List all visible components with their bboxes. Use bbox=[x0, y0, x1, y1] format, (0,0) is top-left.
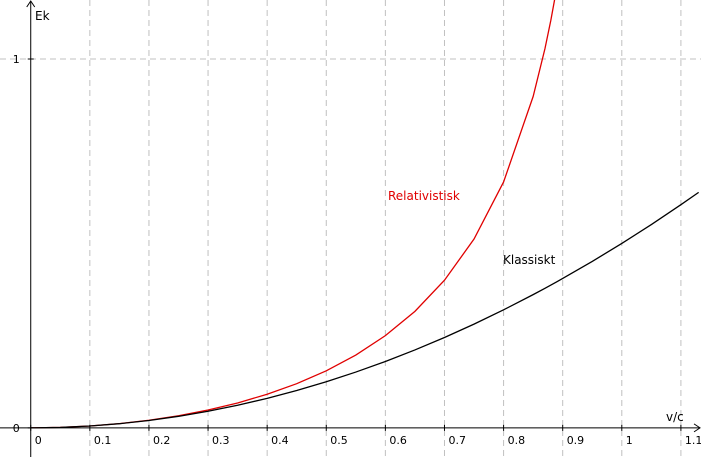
y-axis-label: Ek bbox=[35, 9, 50, 23]
x-tick-label: 0.9 bbox=[567, 434, 585, 447]
x-tick-label: 1.1 bbox=[685, 434, 701, 447]
x-tick-label: 0 bbox=[35, 434, 42, 447]
x-tick-label: 0.6 bbox=[389, 434, 407, 447]
x-axis-arrow bbox=[693, 423, 701, 433]
series-line bbox=[30, 191, 700, 429]
series-label: Klassiskt bbox=[503, 253, 556, 267]
x-tick-label: 0.7 bbox=[448, 434, 466, 447]
x-tick-label: 0.1 bbox=[94, 434, 112, 447]
y-tick-label: 1 bbox=[13, 53, 20, 66]
y-axis-arrow bbox=[26, 0, 36, 8]
x-tick-label: 0.3 bbox=[212, 434, 230, 447]
series-label: Relativistisk bbox=[388, 189, 460, 203]
x-tick-label: 0.8 bbox=[508, 434, 526, 447]
x-axis-label: v/c bbox=[666, 410, 684, 424]
x-tick-label: 0.4 bbox=[271, 434, 289, 447]
series-line bbox=[30, 0, 556, 429]
x-tick-label: 0.2 bbox=[153, 434, 171, 447]
x-tick-label: 1 bbox=[626, 434, 633, 447]
x-tick-label: 0.5 bbox=[330, 434, 348, 447]
